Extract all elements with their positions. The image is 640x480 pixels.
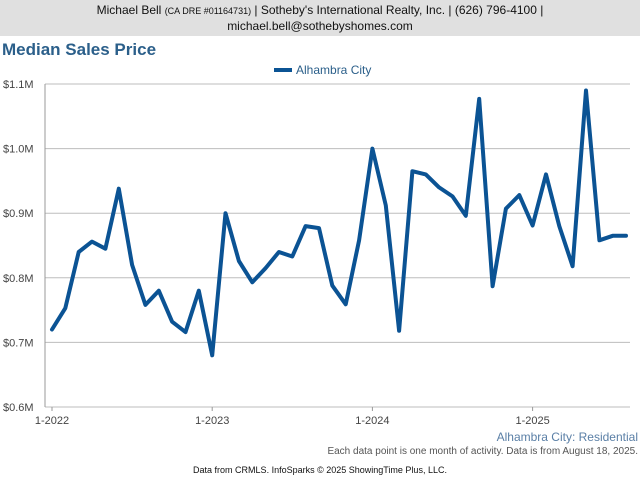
y-tick-label: $0.6M (3, 402, 34, 414)
x-tick-label: 1-2025 (515, 415, 549, 427)
y-tick-label: $0.7M (3, 337, 34, 349)
y-tick-label: $0.8M (3, 273, 34, 285)
x-tick-label: 1-2022 (35, 415, 69, 427)
data-source-footer: Data from CRMLS. InfoSparks © 2025 Showi… (193, 465, 447, 475)
agent-contact-line-1: Michael Bell (CA DRE #01164731) | Sotheb… (0, 3, 640, 19)
data-note: Each data point is one month of activity… (327, 446, 638, 457)
agent-company-phone: | Sotheby's International Realty, Inc. |… (254, 3, 544, 17)
legend-label: Alhambra City (296, 63, 371, 77)
agent-email[interactable]: michael.bell@sothebyshomes.com (227, 19, 413, 33)
agent-license: (CA DRE #01164731) (164, 6, 252, 16)
agent-name: Michael Bell (96, 3, 162, 17)
y-tick-label: $1.1M (3, 79, 34, 91)
agent-header: Michael Bell (CA DRE #01164731) | Sotheb… (0, 0, 640, 36)
x-tick-label: 1-2024 (355, 415, 389, 427)
chart-title: Median Sales Price (2, 40, 157, 59)
y-tick-label: $1.0M (3, 144, 34, 156)
x-tick-label: 1-2023 (195, 415, 229, 427)
series-line-alhambra-city (50, 88, 628, 358)
y-tick-label: $0.9M (3, 208, 34, 220)
chart-caption: Alhambra City: Residential (496, 430, 638, 444)
